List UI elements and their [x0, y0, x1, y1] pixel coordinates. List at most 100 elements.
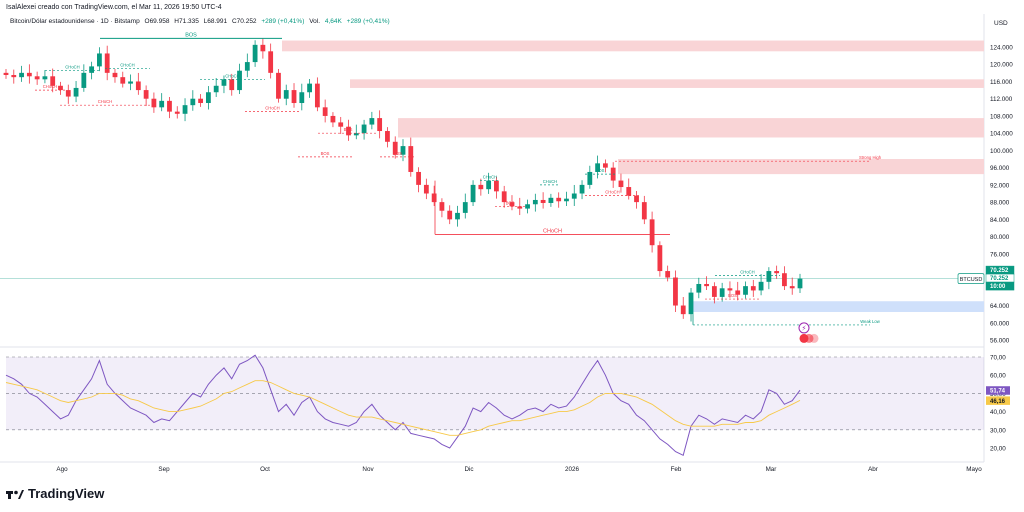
price-tick-label: 96.000	[990, 165, 1010, 172]
candle-body	[673, 277, 678, 306]
time-tick-label: Abr	[868, 466, 878, 473]
candle-body	[182, 105, 188, 114]
price-tick-label: 64.000	[990, 303, 1010, 310]
structure-label: CHoCH	[265, 106, 279, 111]
candle-body	[595, 163, 601, 172]
candle-body	[719, 288, 725, 297]
candle-body	[517, 206, 523, 209]
candle-body	[65, 90, 71, 97]
price-tick-label: 92.000	[990, 182, 1010, 189]
ohlc-high: H71.335	[174, 18, 199, 25]
candle-body	[657, 245, 663, 272]
candle-body	[244, 62, 250, 71]
supply-zone	[398, 118, 984, 138]
candle-body	[151, 98, 157, 108]
candle-body	[143, 90, 149, 99]
currency-label[interactable]: USD	[994, 20, 1008, 27]
price-tick-label: 124.000	[990, 45, 1013, 52]
structure-label: BOS	[344, 127, 353, 132]
ohlc-close: C70.252	[231, 18, 257, 25]
candle-body	[447, 210, 453, 220]
candle-body	[408, 146, 414, 172]
tradingview-brand: TradingView	[28, 486, 105, 501]
candle-body	[283, 90, 289, 99]
candle-body	[782, 273, 787, 287]
candle-body	[610, 167, 616, 181]
candle-body	[299, 92, 305, 104]
candle-body	[501, 191, 507, 203]
structure-label: CHoCH	[543, 179, 557, 184]
price-tick-label: 104.000	[990, 131, 1013, 138]
candle-body	[704, 283, 709, 287]
price-label-box	[985, 265, 1015, 275]
candle-body	[750, 286, 756, 291]
rsi-value-box	[986, 396, 1010, 405]
candle-body	[276, 72, 281, 99]
candle-body	[571, 193, 577, 199]
candle-body	[252, 44, 258, 63]
structure-label: BOS	[596, 168, 605, 173]
candle-body	[120, 77, 126, 84]
rsi-tick-label: 40,00	[990, 409, 1006, 416]
price-tick-label: 76.000	[990, 251, 1010, 258]
structure-label: BOS	[393, 151, 402, 156]
symbol-name[interactable]: Bitcoin/Dólar estadounidense · 1D · Bits…	[10, 18, 140, 25]
candle-body	[665, 271, 671, 278]
candle-body	[579, 184, 585, 194]
candle-body	[190, 98, 196, 106]
candle-body	[743, 286, 748, 295]
price-tick-label: 84.000	[990, 217, 1010, 224]
candle-body	[478, 184, 484, 190]
candle-body	[385, 131, 390, 142]
candle-body	[602, 163, 608, 168]
candle-body	[587, 171, 593, 185]
candle-body	[416, 171, 421, 185]
tradingview-logo[interactable]: TradingView	[6, 486, 104, 501]
ohlc-low: L68.991	[203, 18, 228, 25]
candle-body	[758, 281, 764, 291]
rsi-band	[6, 357, 984, 430]
price-tick-label: 120.000	[990, 62, 1013, 69]
candle-body	[58, 85, 63, 91]
candle-body	[237, 70, 242, 91]
time-tick-label: Nov	[362, 466, 374, 473]
candle-body	[532, 199, 538, 205]
candle-body	[205, 92, 211, 104]
symbol-tag-text: BTCUSD	[960, 277, 983, 283]
price-label-text: 70.252	[990, 268, 1009, 274]
candle-body	[34, 76, 40, 80]
rsi-value-box	[986, 386, 1010, 395]
time-tick-label: Sep	[158, 466, 170, 473]
price-tick-label: 100.000	[990, 148, 1013, 155]
candle-body	[353, 133, 359, 136]
demand-zone	[693, 301, 984, 312]
candle-body	[330, 115, 336, 123]
structure-label: BOS	[321, 151, 330, 156]
candle-body	[268, 51, 274, 73]
candle-body	[229, 79, 235, 91]
event-flag-icon	[804, 333, 814, 343]
candle-body	[361, 124, 367, 134]
candle-body	[11, 75, 17, 78]
event-lightning-icon	[798, 322, 810, 334]
structure-label: CHoCH	[65, 65, 79, 70]
candle-body	[797, 278, 803, 289]
candle-body	[213, 85, 219, 93]
candle-body	[711, 286, 717, 297]
candle-body	[135, 81, 141, 91]
price-tick-label: 80.000	[990, 234, 1010, 241]
candle-body	[97, 53, 102, 67]
structure-label: CHoCH	[740, 269, 754, 274]
price-tick-label: 88.000	[990, 200, 1010, 207]
structure-label: BOS	[506, 200, 515, 205]
candle-body	[392, 141, 398, 155]
event-flag-icon	[809, 333, 819, 343]
candle-body	[641, 202, 647, 220]
volume-change: +289 (+0,41%)	[346, 18, 390, 25]
time-tick-label: Ago	[56, 466, 68, 473]
candle-body	[400, 146, 406, 155]
supply-zone	[350, 79, 984, 88]
candle-body	[307, 83, 312, 93]
rsi-line	[5, 354, 801, 457]
